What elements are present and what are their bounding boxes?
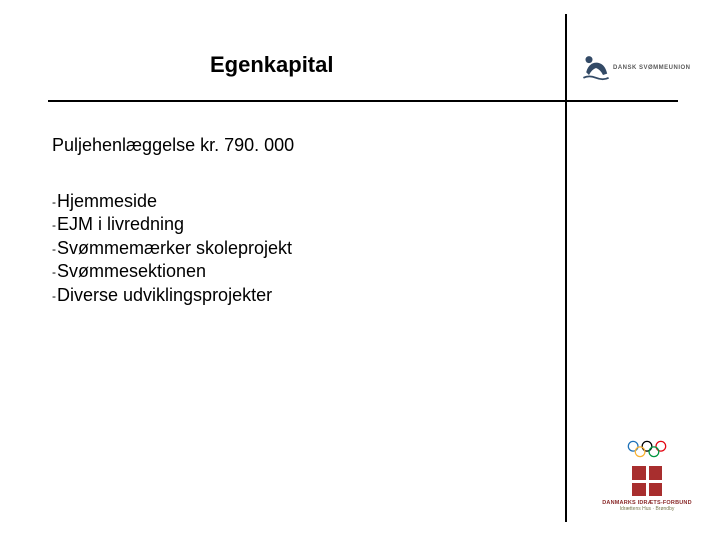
list-item-text: Hjemmeside xyxy=(57,190,157,213)
list-item: -EJM i livredning xyxy=(52,213,292,236)
vertical-divider xyxy=(565,14,567,522)
slide: Egenkapital DANSK SVØMMEUNION Puljehenlæ… xyxy=(0,0,720,540)
list-item: -Hjemmeside xyxy=(52,190,292,213)
horizontal-divider xyxy=(48,100,678,102)
olympic-rings-icon xyxy=(625,440,669,458)
list-item-text: Diverse udviklingsprojekter xyxy=(57,284,272,307)
subtitle: Puljehenlæggelse kr. 790. 000 xyxy=(52,135,294,156)
list-item: -Svømmesektionen xyxy=(52,260,292,283)
header: Egenkapital DANSK SVØMMEUNION xyxy=(0,0,720,100)
logo-bottom-line2: Idrættens Hus · Brøndby xyxy=(602,507,692,513)
dansk-svommeunion-logo: DANSK SVØMMEUNION xyxy=(582,48,702,88)
list-item: -Diverse udviklingsprojekter xyxy=(52,284,292,307)
danish-flag-icon xyxy=(632,466,662,496)
list-item-text: EJM i livredning xyxy=(57,213,184,236)
waterpolo-icon xyxy=(582,54,610,82)
logo-top-text: DANSK SVØMMEUNION xyxy=(613,65,691,71)
list-item-text: Svømmemærker skoleprojekt xyxy=(57,237,292,260)
list-item-text: Svømmesektionen xyxy=(57,260,206,283)
bullet-list: -Hjemmeside -EJM i livredning -Svømmemær… xyxy=(52,190,292,307)
slide-title: Egenkapital xyxy=(210,52,333,78)
list-item: -Svømmemærker skoleprojekt xyxy=(52,237,292,260)
dif-logo: DANMARKS IDRÆTS-FORBUND Idrættens Hus · … xyxy=(602,440,692,512)
